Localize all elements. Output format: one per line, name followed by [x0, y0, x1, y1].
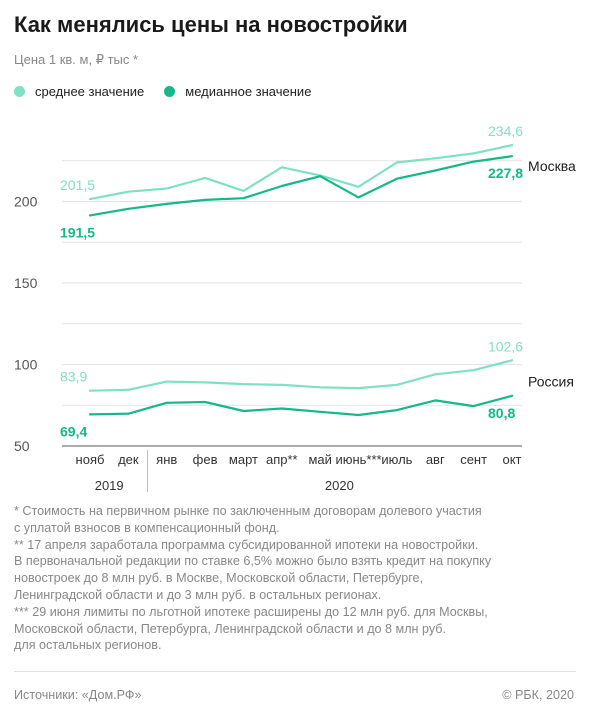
- x-tick-label: май: [308, 452, 331, 467]
- footnote-line: новостроек до 8 млн руб. в Москве, Моско…: [14, 571, 424, 586]
- copyright-text: © РБК, 2020: [502, 688, 574, 702]
- footnote-line: ** 17 апреля заработала программа субсид…: [14, 537, 479, 552]
- x-tick-label: нояб: [76, 452, 105, 467]
- data-label: 201,5: [60, 177, 95, 193]
- legend-label-mean: среднее значение: [35, 84, 145, 99]
- x-tick-label: янв: [156, 452, 177, 467]
- x-tick-label: дек: [118, 452, 139, 467]
- x-tick-label: июнь***: [335, 452, 381, 467]
- x-tick-label: март: [229, 452, 258, 467]
- source-text: Источники: «Дом.РФ»: [14, 688, 142, 702]
- data-label: 102,6: [488, 338, 523, 354]
- x-tick-label: июль: [381, 452, 412, 467]
- x-tick-label: окт: [502, 452, 521, 467]
- data-label: 191,5: [60, 224, 95, 240]
- series-label: Россия: [528, 373, 574, 389]
- y-tick-label: 150: [14, 275, 38, 291]
- series-label: Москва: [528, 158, 576, 174]
- legend-item-mean: среднее значение: [14, 84, 144, 99]
- x-tick-label: фев: [193, 452, 218, 467]
- legend-label-median: медианное значение: [185, 84, 312, 99]
- legend-dot-median: [164, 86, 176, 97]
- year-label: 2019: [95, 478, 124, 493]
- footnote-line: Ленинградской области и до 3 млн руб. в …: [14, 587, 382, 602]
- footnote-line: * Стоимость на первичном рынке по заключ…: [14, 504, 482, 518]
- y-tick-label: 200: [14, 194, 38, 210]
- line-chart: 50 100 150 200 нояб дек янв фев март апр** май июнь…: [14, 123, 576, 493]
- footnote-line: Московской области, Петербурга, Ленингра…: [14, 621, 447, 636]
- x-tick-label: апр**: [266, 452, 298, 467]
- data-label: 227,8: [488, 165, 523, 181]
- chart-subtitle: Цена 1 кв. м, ₽ тыс *: [14, 52, 139, 67]
- chart-title: Как менялись цены на новостройки: [14, 12, 408, 37]
- data-label: 234,6: [488, 123, 523, 139]
- x-tick-label: авг: [426, 452, 445, 467]
- footer-divider: [14, 671, 576, 672]
- series-line-0: [88, 143, 514, 201]
- year-label: 2020: [325, 478, 354, 493]
- series-line-1: [88, 155, 514, 217]
- data-label: 80,8: [488, 405, 515, 421]
- footnotes: * Стоимость на первичном рынке по заключ…: [14, 503, 574, 654]
- footnote-line: для остальных регионов.: [14, 638, 162, 653]
- legend-item-median: медианное значение: [164, 84, 311, 99]
- footnote-line: с уплатой взносов в компенсационный фонд…: [14, 520, 280, 535]
- data-label: 69,4: [60, 423, 87, 439]
- footnote-line: *** 29 июня лимиты по льготной ипотеке р…: [14, 604, 488, 619]
- series-line-2: [88, 359, 514, 392]
- series-line-3: [88, 394, 514, 417]
- legend-dot-mean: [14, 86, 25, 97]
- data-label: 83,9: [60, 369, 87, 385]
- footnote-line: В первоначальной редакции по ставке 6,5%…: [14, 554, 492, 569]
- legend: среднее значение медианное значение: [14, 84, 331, 99]
- y-tick-label: 100: [14, 357, 38, 373]
- x-tick-label: сент: [460, 452, 487, 467]
- y-tick-label: 50: [14, 438, 30, 454]
